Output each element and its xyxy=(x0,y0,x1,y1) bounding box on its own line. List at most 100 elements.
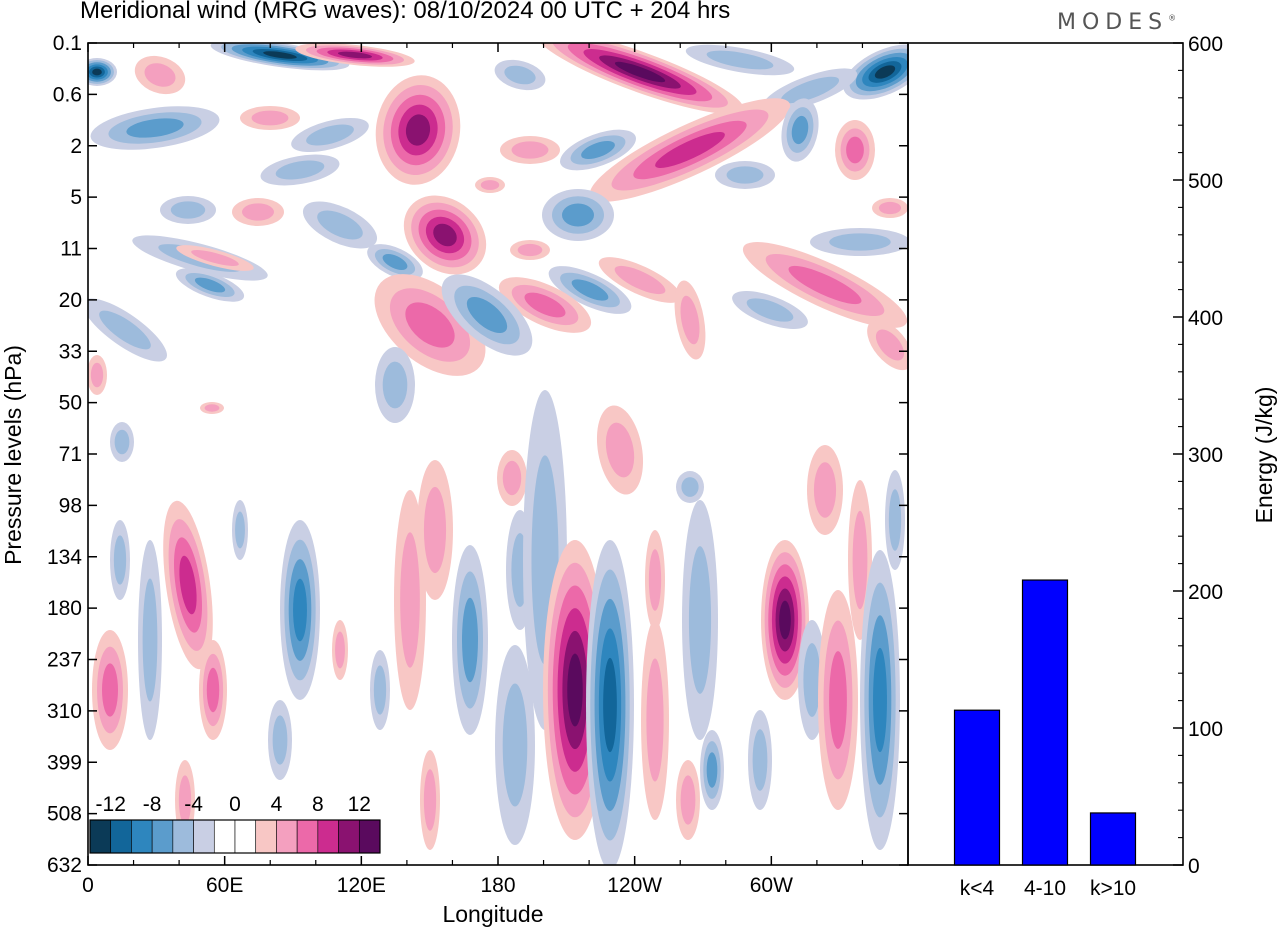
y-tick-label: 399 xyxy=(47,751,82,774)
y-tick-label: 33 xyxy=(59,340,82,363)
neg-285-210 xyxy=(175,268,245,302)
pos-185-490 xyxy=(475,177,505,193)
colorbar-swatch xyxy=(255,819,277,854)
pos-208-890 xyxy=(872,198,908,218)
neg-330-125 xyxy=(88,298,167,362)
energy-bars: k<4 4-10 k>10 0 100 200 300 400 500 600 Energy (J/… xyxy=(907,33,1277,900)
y-tick-label: 50 xyxy=(59,392,82,415)
neg-740-280 xyxy=(268,700,292,780)
feature-top-pos-120w xyxy=(536,43,744,115)
energy-bar-1 xyxy=(953,709,1001,866)
pos-800-430 xyxy=(420,750,440,850)
feature-top-neg-85e xyxy=(210,43,350,71)
energy-tick-label: 400 xyxy=(1188,307,1223,330)
y-tick-label: 508 xyxy=(47,803,82,826)
x-tick-label: 60W xyxy=(750,874,793,897)
y-tick-label: 98 xyxy=(59,494,82,517)
pos-258-215 xyxy=(176,245,254,271)
feature-top-pos-120e xyxy=(295,43,415,67)
bar-category-label: k>10 xyxy=(1090,877,1136,900)
pos-305-545 xyxy=(498,277,592,333)
pos-690-213 xyxy=(199,640,227,740)
pos-345-890 xyxy=(867,319,908,371)
colorbar-label: 4 xyxy=(271,793,283,816)
neg-242-860 xyxy=(810,228,908,256)
neg-520-895 xyxy=(885,470,905,570)
neg-610-300 xyxy=(280,520,320,700)
colorbar-swatch xyxy=(234,819,257,854)
neg-640-150 xyxy=(138,540,162,740)
feature-pos-11hpa xyxy=(403,195,487,275)
neg-290-590 xyxy=(548,266,632,314)
x-tick-label: 120E xyxy=(337,874,386,897)
x-tick-label: 120W xyxy=(607,874,662,897)
pos-250-530 xyxy=(510,240,550,260)
energy-tick-label: 200 xyxy=(1188,581,1223,604)
neg-745-515 xyxy=(495,645,535,845)
pos-720-655 xyxy=(641,620,669,820)
neg-210-188 xyxy=(160,196,216,224)
chart-title: Meridional wind (MRG waves): 08/10/2024 … xyxy=(80,0,731,24)
colorbar-label: 12 xyxy=(348,793,371,816)
pos-75-160 xyxy=(134,55,186,95)
neg-135-330 xyxy=(291,117,369,153)
neg-442-122 xyxy=(110,422,134,462)
pos-600-410 xyxy=(394,490,426,710)
neg-310-770 xyxy=(732,291,808,329)
pos-285-825 xyxy=(742,242,908,328)
feature-top-neg-edge xyxy=(843,44,908,100)
pos-130-418 xyxy=(375,75,461,185)
x-tick-label: 0 xyxy=(82,874,94,897)
axes: 0.1 0.6 2 5 11 20 33 50 71 98 134 180 237 310 399 508 63… xyxy=(0,32,909,927)
neg-130-800 xyxy=(781,98,819,162)
y-tick-label: 0.6 xyxy=(53,83,82,106)
pos-375-97 xyxy=(88,355,107,395)
pos-690-110 xyxy=(92,630,128,750)
colorbar-swatch xyxy=(172,819,194,854)
contour-field xyxy=(88,43,908,865)
pos-530-435 xyxy=(417,460,453,600)
pos-280-640 xyxy=(598,257,682,303)
pos-150-855 xyxy=(835,120,875,180)
energy-tick-label: 0 xyxy=(1188,855,1200,878)
y-tick-label: 0.1 xyxy=(53,32,82,55)
neg-170-300 xyxy=(260,154,340,186)
y-tick-label: 20 xyxy=(59,289,82,312)
colorbar: -12 -8 -4 0 4 8 12 xyxy=(89,793,381,854)
neg-215-578 xyxy=(542,189,614,241)
colorbar-label: 8 xyxy=(312,793,324,816)
colorbar-swatch xyxy=(193,819,215,854)
feature-top-neg-left xyxy=(88,58,117,86)
colorbar-swatch xyxy=(213,819,236,854)
energy-bar-2 xyxy=(1021,579,1069,866)
colorbar-swatch xyxy=(110,819,132,854)
colorbar-swatch xyxy=(89,819,112,854)
energy-tick-label: 300 xyxy=(1188,444,1223,467)
feature-neg-20hpa xyxy=(441,274,533,356)
pos-580-655 xyxy=(645,530,665,630)
y-tick-label: 11 xyxy=(60,238,82,261)
y-tick-label: 5 xyxy=(70,186,82,209)
colorbar-label: -4 xyxy=(184,793,203,816)
pos-490-825 xyxy=(807,445,843,535)
feature-neg-edge-low xyxy=(860,550,900,850)
neg-175-745 xyxy=(715,161,775,189)
energy-bar-3 xyxy=(1089,812,1137,866)
x-tick-label: 60E xyxy=(206,874,243,897)
pos-320-690 xyxy=(674,280,706,360)
neg-150-598 xyxy=(560,129,636,171)
y-axis-label: Pressure levels (hPa) xyxy=(0,345,26,565)
x-tick-label: 180 xyxy=(480,874,515,897)
neg-560-120 xyxy=(110,520,130,600)
brand-mark: ® xyxy=(1168,13,1177,23)
brand-logo: MODES® xyxy=(1057,10,1176,35)
pos-585-188 xyxy=(163,500,213,670)
colorbar-label: -12 xyxy=(96,793,126,816)
neg-385-395 xyxy=(375,347,415,423)
y-tick-label: 310 xyxy=(47,700,82,723)
energy-tick-label: 600 xyxy=(1188,33,1223,56)
neg-530-240 xyxy=(232,500,248,560)
colorbar-swatch xyxy=(276,819,298,854)
bar-category-label: k<4 xyxy=(960,877,995,900)
